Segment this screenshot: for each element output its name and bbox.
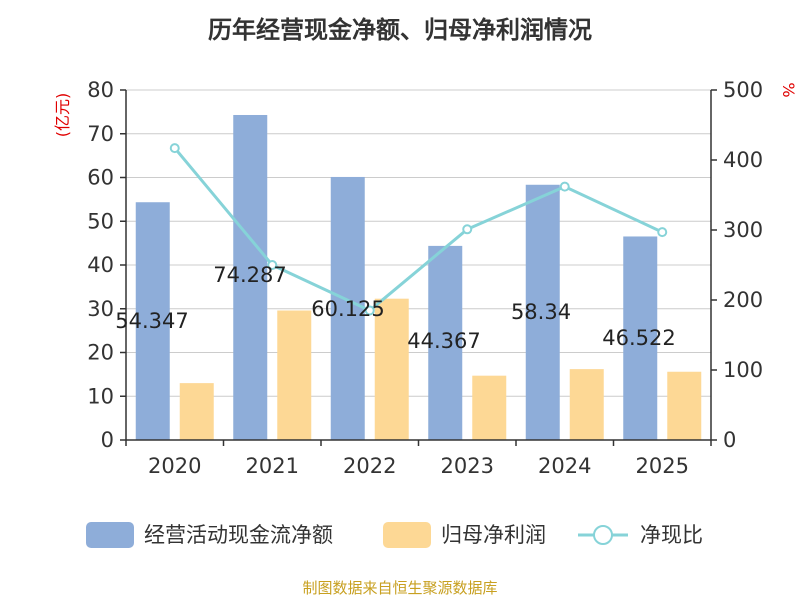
line-series: [169, 143, 668, 316]
y-axis-label-right: %: [779, 82, 798, 97]
chart-title: 历年经营现金净额、归母净利润情况: [208, 16, 592, 44]
x-tick-label: 2022: [343, 454, 396, 478]
y-tick-label-left: 50: [87, 209, 114, 233]
data-label-cash-flow: 74.287: [213, 263, 286, 287]
bar-cash-flow: [330, 176, 365, 440]
grid: [126, 89, 711, 397]
line-point: [559, 181, 570, 192]
data-label-cash-flow: 46.522: [602, 326, 675, 350]
x-tick-label: 2021: [246, 454, 299, 478]
bar-cash-flow: [233, 114, 268, 440]
x-tick-label: 2020: [148, 454, 201, 478]
y-tick-label-left: 60: [87, 166, 114, 190]
legend-label-cash-flow: 经营活动现金流净额: [144, 523, 333, 547]
line-point: [169, 143, 180, 154]
data-label-cash-flow: 44.367: [407, 329, 480, 353]
line-point: [267, 260, 278, 270]
data-label-cash-flow: 60.125: [311, 297, 384, 321]
data-labels: 54.347 74.287 60.125 44.367 58.34 46.522: [115, 263, 675, 353]
bar-cash-flow: [623, 236, 658, 440]
x-tick-label: 2024: [538, 454, 591, 478]
legend-label-net-profit: 归母净利润: [441, 523, 546, 547]
legend-swatch-net-profit: [383, 522, 431, 548]
bar-cash-flow: [525, 184, 560, 440]
y-tick-label-right: 500: [723, 78, 763, 102]
bar-net-profit: [374, 298, 409, 440]
x-tick-label: 2023: [441, 454, 494, 478]
bar-net-profit: [472, 375, 507, 440]
y-tick-label-left: 0: [101, 428, 114, 452]
y-tick-label-left: 20: [87, 341, 114, 365]
y-tick-label-right: 200: [723, 288, 763, 312]
bar-cash-flow: [428, 245, 463, 440]
y-tick-label-left: 30: [87, 297, 114, 321]
bar-net-profit: [667, 371, 702, 440]
legend-label-net-cash-ratio: 净现比: [640, 523, 703, 547]
y-axis-label-left: (亿元): [53, 93, 72, 138]
y-tick-label-left: 40: [87, 253, 114, 277]
data-label-cash-flow: 58.34: [511, 300, 571, 324]
line-net-cash-ratio: [173, 147, 663, 313]
bar-net-profit: [179, 383, 214, 440]
line-point: [462, 224, 473, 235]
bar-cash-flow: [135, 202, 170, 440]
data-label-cash-flow: 54.347: [115, 309, 188, 333]
line-point: [364, 305, 375, 316]
legend-swatch-cash-flow: [86, 522, 134, 548]
y-tick-label-left: 80: [87, 78, 114, 102]
line-point: [657, 227, 668, 238]
source-note: 制图数据来自恒生聚源数据库: [302, 579, 498, 597]
y-tick-label-right: 300: [723, 218, 763, 242]
y-tick-label-right: 400: [723, 148, 763, 172]
bar-net-profit: [569, 369, 604, 440]
bar-net-profit: [277, 310, 312, 440]
y-tick-label-left: 70: [87, 122, 114, 146]
legend: 经营活动现金流净额 归母净利润 净现比: [86, 522, 703, 548]
x-tick-label: 2025: [636, 454, 689, 478]
y-tick-label-left: 10: [87, 384, 114, 408]
y-tick-label-right: 0: [723, 428, 736, 452]
axes: 0 10 20 30 40 50 60 70 80 0 100 200 300 400 500 2020 202…: [87, 78, 763, 478]
legend-marker-net-cash-ratio: [593, 525, 613, 545]
bars: [135, 114, 702, 440]
y-tick-label-right: 100: [723, 358, 763, 382]
